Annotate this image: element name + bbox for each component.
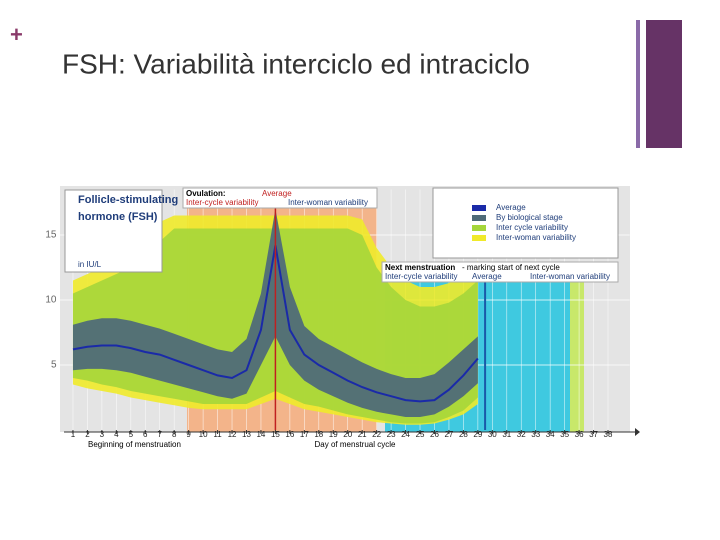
x-tick-label: 19 (329, 430, 338, 439)
legend-swatch (472, 235, 486, 241)
x-tick-label: 28 (459, 430, 468, 439)
legend-label: Inter cycle variability (496, 223, 568, 232)
legend-label: By biological stage (496, 213, 563, 222)
bullet-marker: + (10, 22, 23, 47)
y-tick-label: 10 (45, 295, 57, 306)
decor-bar (636, 20, 640, 148)
legend-label: Average (496, 203, 526, 212)
x-tick-label: 31 (502, 430, 511, 439)
x-tick-label: 16 (285, 430, 294, 439)
x-tick-label: 22 (372, 430, 381, 439)
next-note: - marking start of next cycle (462, 263, 560, 272)
x-tick-label: 26 (430, 430, 439, 439)
next-title: Next menstruation (385, 263, 455, 272)
ovulation-title: Ovulation: (186, 189, 226, 198)
next-woman: Inter-woman variability (530, 272, 610, 281)
y-unit: in IU/L (78, 260, 102, 269)
x-tick-label: 18 (314, 430, 323, 439)
y-tick-label: 15 (45, 230, 57, 241)
x-tick-label: 34 (546, 430, 555, 439)
x-tick-label: 8 (172, 430, 177, 439)
x-tick-label: 35 (560, 430, 569, 439)
x-tick-label: 29 (473, 430, 482, 439)
x-tick-label: 11 (213, 430, 222, 439)
ovulation-woman: Inter-woman variability (288, 198, 368, 207)
label-title: Follicle-stimulating hormone (FSH) (78, 194, 178, 223)
x-tick-label: 27 (444, 430, 453, 439)
slide-title: FSH: Variabilità interciclo ed intracicl… (62, 48, 530, 79)
ovulation-cycle: Inter-cycle variability (186, 198, 258, 207)
x-tick-label: 38 (604, 430, 613, 439)
x-tick-label: 21 (358, 430, 367, 439)
x-tick-label: 4 (114, 430, 119, 439)
x-tick-label: 20 (343, 430, 352, 439)
x-tick-label: 3 (100, 430, 105, 439)
x-tick-label: 25 (416, 430, 425, 439)
y-tick-label: 5 (51, 360, 57, 371)
x-tick-label: 15 (271, 430, 280, 439)
x-tick-label: 12 (228, 430, 237, 439)
x-tick-label: 30 (488, 430, 497, 439)
next-cycle: Inter-cycle variability (385, 272, 457, 281)
legend-swatch (472, 225, 486, 231)
menstruation-zone (570, 280, 584, 432)
label-box (64, 189, 163, 273)
x-tick-label: 5 (129, 430, 134, 439)
next-average: Average (472, 272, 502, 281)
x-tick-label: 32 (517, 430, 526, 439)
ovulation-average: Average (262, 189, 292, 198)
legend-label: Inter-woman variability (496, 233, 576, 242)
x-tick-label: 17 (300, 430, 309, 439)
next-box (381, 261, 619, 283)
x-tick-label: 24 (401, 430, 410, 439)
legend-box (432, 187, 619, 259)
x-axis-arrow (635, 428, 640, 436)
legend-swatch (472, 205, 486, 211)
x-tick-label: 33 (531, 430, 540, 439)
legend-swatch (472, 215, 486, 221)
decor-bar (646, 20, 682, 148)
x-axis-label: Day of menstrual cycle (315, 440, 396, 449)
x-tick-label: 6 (143, 430, 148, 439)
x-tick-label: 36 (575, 430, 584, 439)
ovulation-box (182, 187, 378, 209)
x-tick-label: 1 (71, 430, 76, 439)
x-tick-label: 9 (186, 430, 191, 439)
x-tick-label: 13 (242, 430, 251, 439)
x-tick-label: 37 (589, 430, 598, 439)
x-tick-label: 23 (387, 430, 396, 439)
x-tick-label: 2 (85, 430, 90, 439)
start-label: Beginning of menstruation (88, 440, 181, 449)
x-tick-label: 10 (199, 430, 208, 439)
x-tick-label: 7 (157, 430, 162, 439)
x-tick-label: 14 (256, 430, 265, 439)
